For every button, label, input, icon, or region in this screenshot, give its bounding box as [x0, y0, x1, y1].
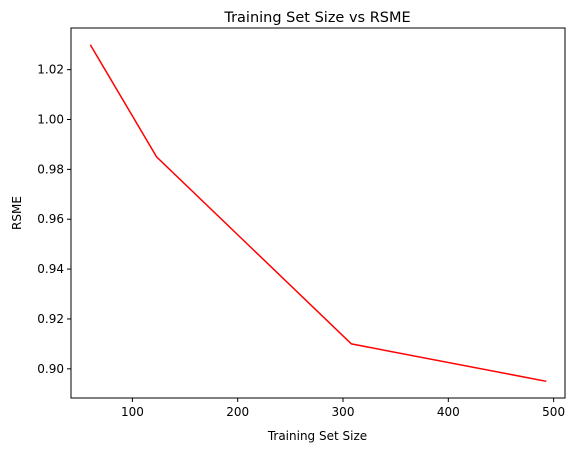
y-tick-label: 0.96	[37, 212, 64, 226]
y-tick-label: 0.92	[37, 312, 64, 326]
y-tick-label: 0.90	[37, 362, 64, 376]
x-tick-label: 200	[226, 405, 249, 419]
x-tick-label: 100	[121, 405, 144, 419]
x-axis: 100 200 300 400 500	[121, 398, 565, 419]
y-axis-label: RSME	[10, 196, 24, 230]
x-axis-label: Training Set Size	[267, 429, 367, 443]
y-tick-label: 0.98	[37, 162, 64, 176]
chart-title: Training Set Size vs RSME	[223, 10, 410, 26]
x-tick-label: 300	[332, 405, 355, 419]
plot-area	[70, 27, 566, 399]
series-layer	[89, 44, 547, 383]
x-tick-label: 400	[437, 405, 460, 419]
y-tick-label: 0.94	[37, 262, 64, 276]
y-axis: 0.90 0.92 0.94 0.96 0.98 1.00 1.02	[37, 63, 71, 376]
x-tick-label: 500	[542, 405, 565, 419]
y-tick-label: 1.02	[37, 63, 64, 77]
y-tick-label: 1.00	[37, 113, 64, 127]
series-line	[89, 44, 547, 383]
